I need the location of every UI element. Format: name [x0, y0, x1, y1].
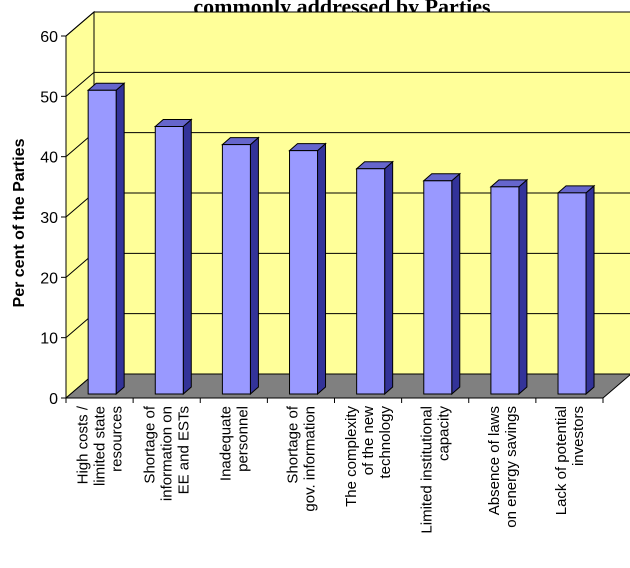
y-tick-label: 40 — [40, 150, 58, 167]
y-tick-label: 20 — [40, 270, 58, 287]
x-tick-label: Limited institutionalcapacity — [419, 406, 453, 534]
gridline — [65, 11, 630, 37]
bar — [289, 150, 319, 395]
gridline — [65, 71, 630, 97]
y-axis-label: Per cent of the Parties — [11, 138, 28, 307]
bar — [154, 126, 184, 395]
chart-floor — [64, 373, 630, 399]
bar — [557, 192, 587, 395]
bar-side — [585, 184, 595, 396]
y-tick-label: 10 — [40, 331, 58, 348]
x-tick-label: High costs /limited stateresources — [75, 405, 126, 486]
bar-side — [451, 172, 461, 396]
y-tick-label: 50 — [40, 89, 58, 106]
bar-side — [249, 136, 259, 396]
bar — [356, 168, 386, 395]
y-tick-label: 0 — [49, 391, 58, 408]
bar-side — [182, 118, 192, 396]
x-tick-label: Shortage ofgov. information — [284, 405, 318, 511]
bar — [423, 180, 453, 395]
bar-side — [518, 178, 528, 396]
x-tick-label: Lack of potentialinvestors — [553, 406, 587, 515]
bar — [221, 144, 251, 395]
x-tick-label: Inadequatepersonnel — [217, 406, 251, 481]
bar — [87, 89, 117, 395]
x-tick-label: Absence of lawson energy savings — [486, 406, 520, 528]
plot-area: 0 10 20 30 40 50 60 High costs /limited statere… — [40, 10, 630, 534]
x-tick-label: The complexityof the newtechnology — [343, 406, 394, 507]
bar-side — [384, 160, 394, 396]
bar-side — [115, 82, 125, 396]
x-tick-label: Shortage ofinformation onEE and ESTs — [142, 405, 193, 501]
y-tick-label: 60 — [40, 29, 58, 46]
y-tick-label: 30 — [40, 210, 58, 227]
bar-side — [317, 142, 327, 396]
bar — [490, 186, 520, 395]
